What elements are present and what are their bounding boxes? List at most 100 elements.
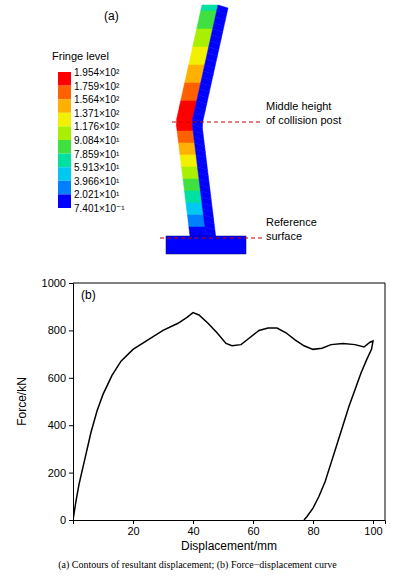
post-band [177,113,194,119]
x-tick-mark [373,520,374,524]
x-axis-line [74,521,386,525]
annotation-line [160,238,262,239]
post-band [184,185,201,191]
post-band [189,227,206,233]
post-band [182,173,199,179]
colorbar-tick-label: 9.084×10¹ [74,135,120,146]
x-tick: 60 [247,520,259,537]
y-tick: 0 [60,514,73,526]
annotation-line [172,122,262,123]
annotation-text: Reference [266,216,317,228]
y-axis: 0 200 400 600 800 1000 [42,277,74,526]
colorbar-tick-label: 7.859×10¹ [74,149,120,160]
colorbar-cell [58,181,71,195]
x-tick-label: 60 [247,525,259,537]
x-tick-label: 80 [307,525,319,537]
colorbar-cell [58,113,71,127]
annotation-text: of collision post [266,114,341,126]
post-band [195,29,212,35]
y-tick-label: 800 [48,324,66,336]
y-tick: 600 [48,372,73,384]
colorbar-cell [58,99,71,113]
post-band [177,131,194,137]
post-band [179,143,196,149]
colorbar-tick-label: 1.954×10² [74,67,120,78]
frame-right [385,283,386,520]
post-band [187,65,204,71]
x-tick: 20 [127,520,139,537]
post-band [183,179,200,185]
post-band [179,101,196,107]
post-band [194,35,211,41]
x-tick-label: 100 [364,525,382,537]
colorbar-cell [58,167,71,181]
y-axis-title: Force/kN [15,377,29,426]
x-tick-label: 20 [127,525,139,537]
panel-a: (a)Fringe level1.954×10²1.759×10²1.564×1… [52,5,341,254]
colorbar-tick-label: 5.913×10¹ [74,162,120,173]
force-displacement-line [73,313,373,520]
caption: (a) Contours of resultant displacement; … [58,559,337,571]
y-tick: 200 [48,467,73,479]
y-tick-mark [69,330,73,331]
y-tick-label: 200 [48,467,66,479]
post-band [186,203,203,209]
y-tick-mark [69,425,73,426]
post-band [201,5,218,11]
collision-post [166,5,246,254]
x-axis-title: Displacement/mm [181,539,277,553]
post-band [178,137,195,143]
y-tick: 800 [48,324,73,336]
post-band [188,221,205,227]
y-tick-mark [69,283,73,284]
post-band [198,17,215,23]
frame-top [73,283,385,284]
y-tick-label: 600 [48,372,66,384]
colorbar-tick-label: 2.021×10¹ [74,189,120,200]
colorbar-cell [58,72,71,86]
colorbar-cell [58,194,71,208]
post-band [176,125,193,131]
post-band [184,191,201,197]
y-tick: 400 [48,419,73,431]
post-band [197,23,214,29]
x-tick: 40 [187,520,199,537]
post-band [189,59,206,65]
post-band [191,47,208,53]
post-band [187,209,204,215]
y-tick-label: 1000 [42,277,66,289]
x-tick-label: 40 [187,525,199,537]
colorbar-tick-label: 1.371×10² [74,108,120,119]
annotation-text: surface [266,230,302,242]
x-tick-mark [313,520,314,524]
x-axis: 20 40 60 80 100 [74,520,386,537]
post-band [182,167,199,173]
y-tick: 1000 [42,277,73,289]
x-tick: 100 [364,520,382,537]
colorbar-tick-label: 1.176×10² [74,121,120,132]
colorbar-cell [58,140,71,154]
colorbar-tick-label: 3.966×10¹ [74,176,120,187]
annotation-text: Middle height [266,100,331,112]
x-tick-mark [133,520,134,524]
post-band [183,83,200,89]
post-band [176,119,192,125]
post-band [178,107,195,113]
y-tick-label: 400 [48,419,66,431]
colorbar-title: Fringe level [52,50,109,62]
panel-b: 2040608010002004006008001000(b)Displacem… [15,277,386,553]
x-tick-mark [193,520,194,524]
figure: (a)Fringe level1.954×10²1.759×10²1.564×1… [0,0,395,576]
y-tick-mark [69,473,73,474]
colorbar-tick-label: 7.401×10⁻¹ [74,203,125,214]
post-band [181,161,198,167]
plot-area [73,313,373,520]
x-tick: 80 [307,520,319,537]
post-band [187,215,204,221]
y-tick-label: 0 [60,514,66,526]
y-axis-line [69,284,74,521]
post-band [182,89,199,95]
post-band [186,71,203,77]
post-band [190,233,206,236]
colorbar-tick-label: 1.564×10² [74,94,120,105]
